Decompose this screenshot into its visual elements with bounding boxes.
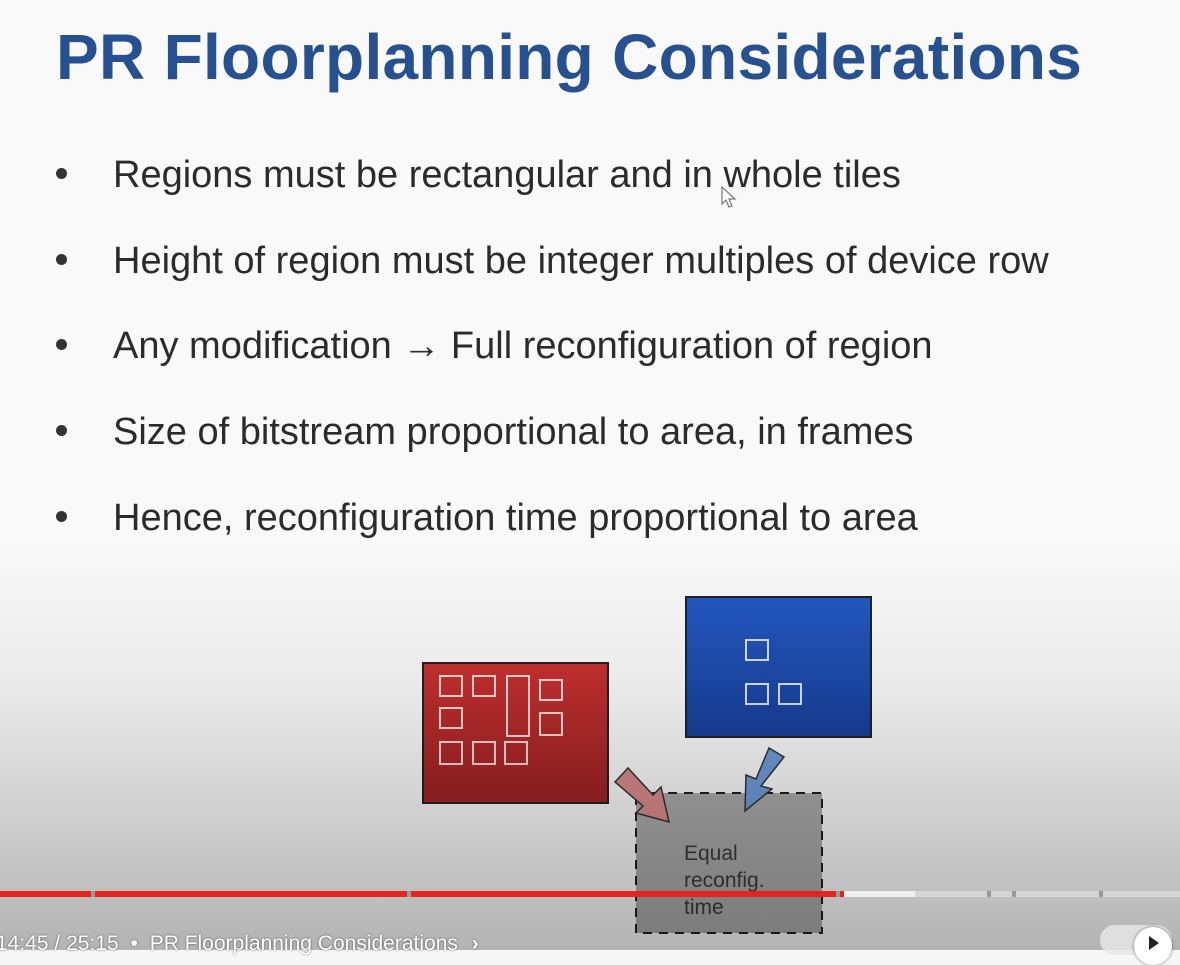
target-region-label: Equal reconfig. time — [684, 840, 765, 921]
bullet-dot-icon — [56, 168, 67, 179]
target-label-line: Equal — [684, 842, 738, 865]
chapter-marker — [1099, 891, 1103, 897]
bullet-text: Height of region must be integer multipl… — [113, 240, 1049, 282]
red-region — [422, 662, 609, 804]
bullet-dot-icon — [56, 425, 67, 436]
bullet-text: Hence, reconfiguration time proportional… — [113, 497, 918, 539]
target-label-line: time — [684, 896, 724, 919]
bullet-text: Regions must be rectangular and in whole… — [113, 154, 901, 196]
play-toggle-icon[interactable] — [1134, 927, 1172, 965]
time-display: 14:45 / 25:15 • PR Floorplanning Conside… — [0, 932, 479, 956]
bullet-dot-icon — [56, 511, 67, 522]
bullet-dot-icon — [56, 339, 67, 350]
dot-separator: • — [130, 932, 138, 955]
player-controls: 14:45 / 25:15 • PR Floorplanning Conside… — [0, 918, 1180, 955]
slide-title: PR Floorplanning Considerations — [56, 21, 1083, 93]
chapter-marker — [91, 891, 95, 897]
target-label-line: reconfig. — [684, 869, 765, 892]
duration: 25:15 — [66, 932, 119, 955]
mouse-cursor-icon — [721, 186, 737, 208]
chapter-marker — [836, 891, 840, 897]
bullet-text: Any modification → Full reconfiguration … — [113, 325, 933, 367]
blue-arrow-icon — [744, 746, 786, 813]
chapter-marker — [407, 891, 411, 897]
chapter-title[interactable]: PR Floorplanning Considerations — [149, 932, 458, 955]
bullet-text: Size of bitstream proportional to area, … — [113, 411, 914, 453]
chapter-marker — [987, 891, 991, 897]
time-separator: / — [54, 932, 61, 955]
red-region-modules — [439, 675, 563, 765]
red-arrow-icon — [613, 766, 671, 824]
blue-region — [685, 596, 872, 738]
chevron-right-icon[interactable]: › — [471, 932, 479, 955]
chapter-marker — [1012, 891, 1016, 897]
progress-played[interactable] — [0, 891, 844, 897]
current-time: 14:45 — [0, 932, 49, 955]
bullet-dot-icon — [56, 254, 67, 265]
blue-region-modules — [745, 639, 802, 705]
